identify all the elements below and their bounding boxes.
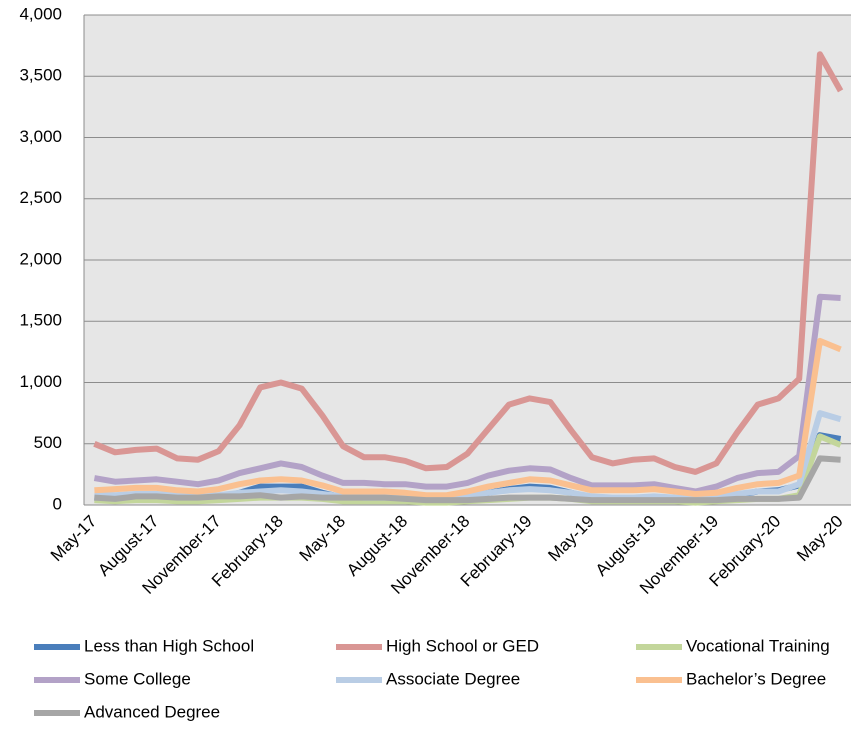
- series-line: [94, 455, 841, 504]
- y-tick-label: 4,000: [19, 4, 62, 23]
- y-tick-label: 3,500: [19, 66, 62, 85]
- legend-label: High School or GED: [386, 636, 539, 655]
- series-line: [93, 51, 844, 475]
- y-tick-label: 3,000: [19, 127, 62, 146]
- legend-label: Less than High School: [84, 636, 254, 655]
- y-tick-label: 2,000: [19, 249, 62, 268]
- legend-label: Advanced Degree: [84, 702, 220, 721]
- x-tick-label: May-18: [296, 512, 350, 566]
- x-tick-label: May-20: [793, 512, 847, 566]
- y-tick-label: 500: [34, 433, 62, 452]
- y-tick-label: 0: [53, 494, 62, 513]
- legend-label: Bachelor’s Degree: [686, 669, 826, 688]
- legend-label: Some College: [84, 669, 191, 688]
- legend-label: Vocational Training: [686, 636, 830, 655]
- y-tick-label: 1,500: [19, 311, 62, 330]
- x-tick-label: May-17: [47, 512, 101, 566]
- series-line: [93, 293, 841, 495]
- x-tick-label: May-19: [544, 512, 598, 566]
- y-tick-label: 2,500: [19, 188, 62, 207]
- series-line: [94, 337, 842, 499]
- legend-label: Associate Degree: [386, 669, 520, 688]
- y-tick-label: 1,000: [19, 372, 62, 391]
